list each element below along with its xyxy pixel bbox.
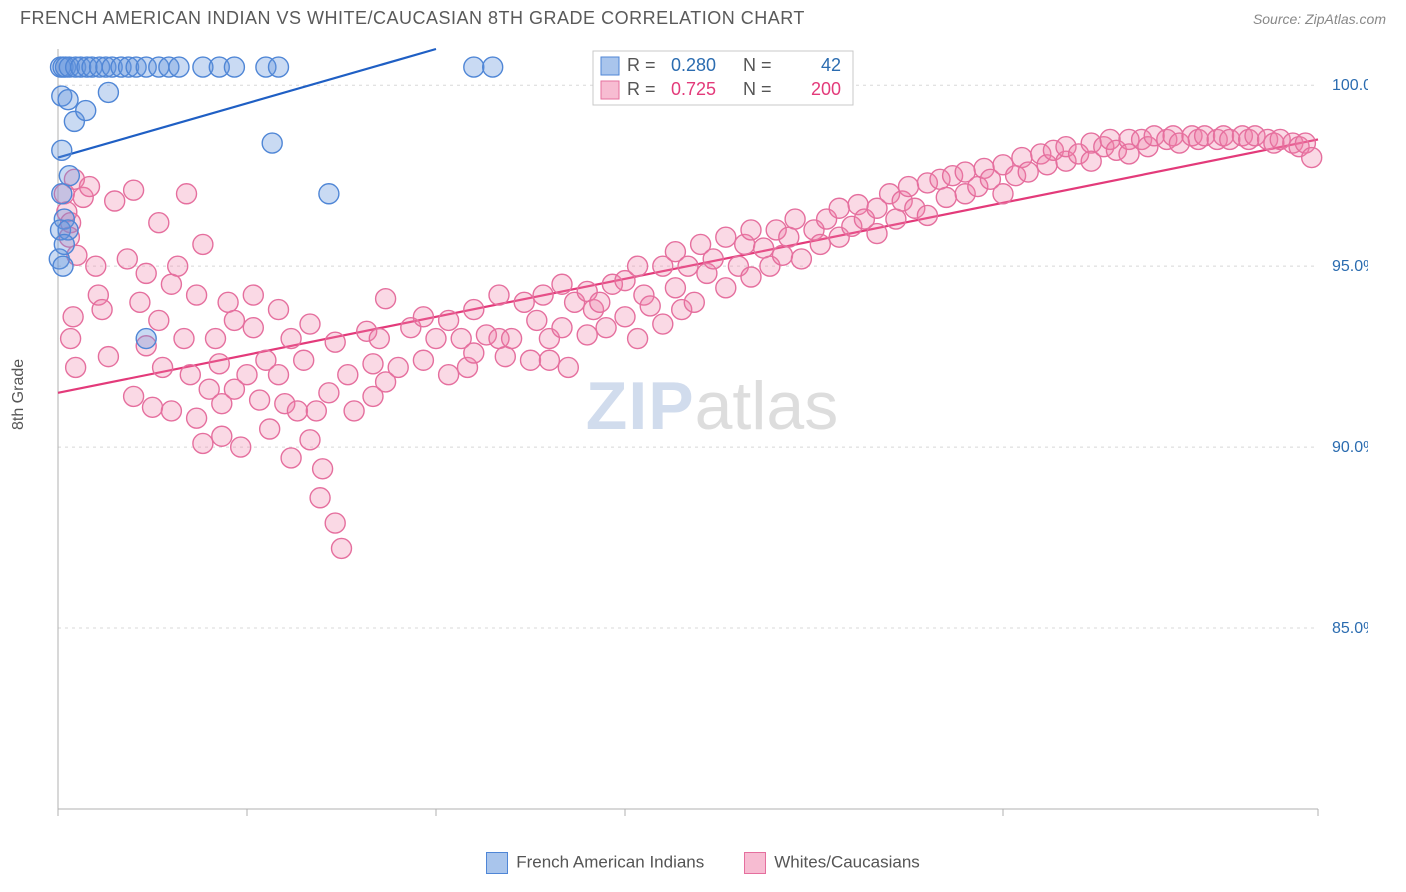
legend: French American Indians Whites/Caucasian… (0, 852, 1406, 874)
svg-text:42: 42 (821, 55, 841, 75)
svg-text:0.725: 0.725 (671, 79, 716, 99)
legend-swatch-pink (744, 852, 766, 874)
svg-text:95.0%: 95.0% (1332, 258, 1368, 275)
svg-text:0.280: 0.280 (671, 55, 716, 75)
source-label: Source: ZipAtlas.com (1253, 11, 1386, 27)
svg-text:N =: N = (743, 55, 772, 75)
svg-text:200: 200 (811, 79, 841, 99)
scatter-chart: 85.0%90.0%95.0%100.0%0.0%100.0%R =0.280N… (48, 39, 1368, 819)
y-axis-label: 8th Grade (10, 359, 28, 430)
legend-swatch-blue (486, 852, 508, 874)
svg-text:R =: R = (627, 79, 656, 99)
chart-area: 85.0%90.0%95.0%100.0%0.0%100.0%R =0.280N… (48, 39, 1376, 819)
svg-text:100.0%: 100.0% (1332, 77, 1368, 94)
legend-item-blue: French American Indians (486, 852, 704, 874)
svg-text:N =: N = (743, 79, 772, 99)
legend-label: Whites/Caucasians (774, 852, 920, 871)
svg-text:R =: R = (627, 55, 656, 75)
legend-label: French American Indians (516, 852, 704, 871)
legend-item-pink: Whites/Caucasians (744, 852, 920, 874)
chart-title: FRENCH AMERICAN INDIAN VS WHITE/CAUCASIA… (20, 8, 805, 29)
svg-text:90.0%: 90.0% (1332, 439, 1368, 456)
svg-text:85.0%: 85.0% (1332, 620, 1368, 637)
